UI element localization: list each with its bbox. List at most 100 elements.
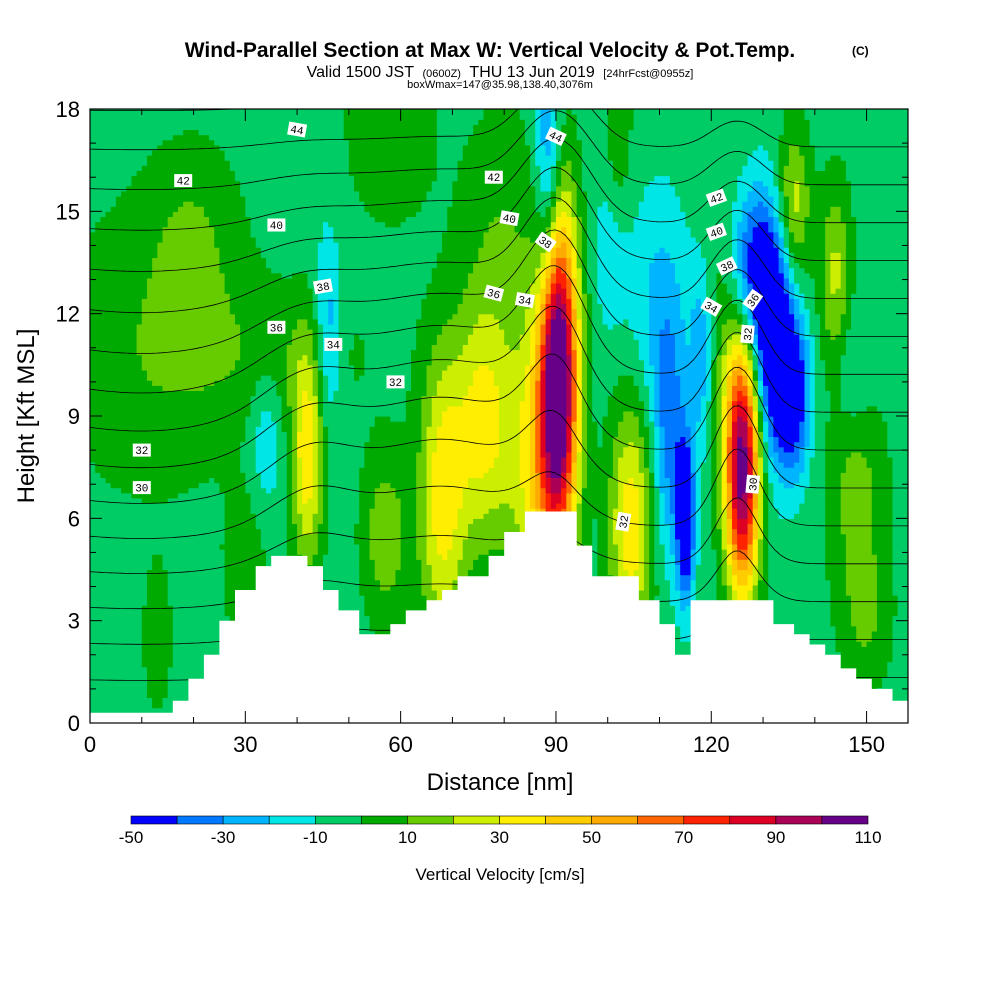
velocity-cell — [260, 543, 288, 550]
velocity-cell — [654, 497, 661, 504]
velocity-cell — [224, 554, 267, 560]
velocity-cell — [783, 216, 790, 223]
velocity-cell — [183, 129, 200, 136]
velocity-cell — [566, 354, 573, 361]
velocity-cell — [343, 124, 438, 131]
velocity-cell — [421, 298, 464, 305]
velocity-cell — [90, 574, 148, 581]
velocity-cell — [737, 380, 743, 386]
velocity-cell — [809, 405, 816, 412]
velocity-cell — [545, 323, 552, 330]
velocity-cell — [172, 641, 236, 647]
velocity-cell — [711, 364, 718, 371]
velocity-cell — [499, 431, 521, 438]
velocity-cell — [462, 549, 490, 555]
velocity-cell — [550, 344, 567, 351]
velocity-cell — [685, 329, 692, 335]
velocity-cell — [369, 554, 402, 560]
velocity-cell — [317, 543, 329, 550]
velocity-cell — [540, 369, 547, 376]
velocity-cell — [214, 236, 257, 243]
velocity-cell — [90, 236, 164, 243]
velocity-cell — [545, 416, 567, 422]
velocity-cell — [581, 303, 588, 310]
velocity-cell — [633, 124, 785, 131]
velocity-cell — [286, 477, 293, 484]
velocity-cell — [317, 446, 324, 453]
velocity-cell — [742, 282, 749, 289]
velocity-cell — [664, 569, 676, 576]
velocity-cell — [369, 513, 402, 519]
velocity-cell — [768, 569, 826, 576]
velocity-cell — [799, 354, 806, 361]
velocity-cell — [90, 467, 96, 473]
velocity-cell — [876, 559, 894, 565]
velocity-cell — [426, 523, 433, 530]
colorbar-swatch — [176, 815, 224, 825]
velocity-cell — [695, 492, 702, 499]
velocity-cell — [757, 380, 764, 386]
velocity-cell — [535, 155, 557, 161]
velocity-cell — [773, 170, 780, 177]
velocity-cell — [737, 252, 743, 258]
velocity-cell — [742, 236, 754, 243]
velocity-cell — [773, 231, 780, 238]
velocity-cell — [607, 119, 635, 125]
velocity-cell — [892, 456, 908, 463]
velocity-cell — [623, 538, 640, 545]
velocity-cell — [654, 421, 661, 427]
velocity-cell — [550, 282, 557, 289]
velocity-cell — [302, 426, 314, 432]
velocity-cell — [317, 267, 340, 274]
velocity-cell — [540, 334, 547, 340]
velocity-cell — [726, 569, 733, 576]
velocity-cell — [726, 339, 743, 345]
velocity-cell — [659, 451, 666, 458]
velocity-cell — [768, 462, 774, 468]
velocity-cell — [291, 329, 314, 335]
velocity-cell — [643, 477, 650, 484]
velocity-cell — [338, 339, 355, 345]
velocity-cell — [830, 589, 847, 596]
velocity-cell — [571, 354, 578, 361]
velocity-cell — [731, 247, 738, 253]
velocity-cell — [405, 410, 422, 417]
velocity-cell — [359, 497, 376, 504]
velocity-cell — [581, 231, 588, 238]
velocity-cell — [338, 282, 428, 289]
velocity-cell — [555, 262, 567, 269]
y-tick-label: 15 — [56, 199, 80, 224]
velocity-cell — [312, 410, 319, 417]
velocity-cell — [804, 487, 826, 494]
velocity-cell — [695, 462, 702, 468]
velocity-cell — [830, 252, 842, 258]
velocity-cell — [845, 589, 878, 596]
velocity-cell — [747, 257, 780, 264]
velocity-cell — [669, 502, 676, 509]
velocity-cell — [649, 451, 655, 458]
velocity-cell — [731, 477, 738, 484]
velocity-cell — [587, 354, 593, 361]
velocity-cell — [752, 149, 769, 156]
velocity-cell — [726, 559, 733, 565]
velocity-cell — [809, 329, 821, 335]
velocity-cell — [726, 589, 733, 596]
velocity-cell — [664, 508, 671, 514]
velocity-cell — [742, 303, 749, 310]
velocity-cell — [747, 554, 754, 560]
velocity-cell — [162, 559, 226, 565]
velocity-cell — [421, 436, 428, 443]
velocity-cell — [752, 462, 759, 468]
velocity-cell — [649, 564, 655, 571]
velocity-cell — [706, 257, 733, 264]
velocity-cell — [742, 231, 754, 238]
velocity-cell — [561, 267, 567, 274]
velocity-cell — [763, 492, 769, 499]
velocity-cell — [561, 190, 573, 197]
velocity-cell — [317, 334, 324, 340]
velocity-cell — [804, 349, 811, 356]
velocity-cell — [545, 482, 552, 489]
velocity-cell — [825, 308, 847, 315]
velocity-cell — [623, 482, 635, 489]
velocity-cell — [421, 308, 459, 315]
